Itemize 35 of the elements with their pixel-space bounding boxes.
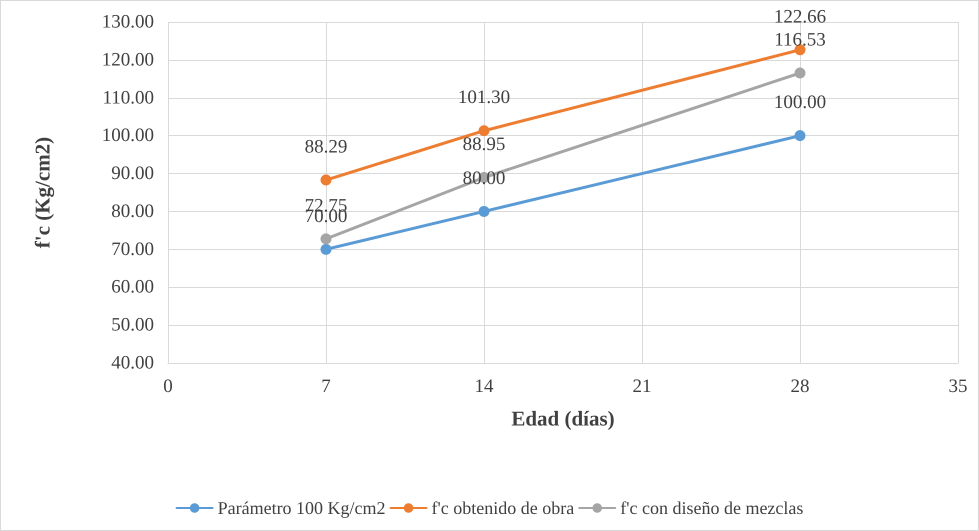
point	[478, 125, 490, 136]
data-label: 100.00	[774, 92, 826, 114]
y-tick-label: 130.00	[102, 12, 154, 32]
y-tick-label: 80.00	[111, 200, 154, 222]
y-tick-label: 90.00	[111, 163, 154, 184]
y-tick-label: 70.00	[111, 238, 154, 260]
y-tick-label: 120.00	[102, 49, 154, 70]
point	[320, 174, 332, 186]
data-label: 88.95	[462, 134, 506, 156]
point	[794, 130, 806, 142]
point	[794, 68, 806, 79]
x-tick-label: 35	[948, 376, 968, 397]
legend-label: f'c con diseño de mezclas	[620, 498, 804, 518]
y-tick-label: 110.00	[102, 87, 154, 108]
point	[320, 233, 332, 244]
y-tick-label: 60.00	[111, 276, 154, 298]
data-label: 88.29	[304, 136, 348, 158]
data-label: 80.00	[462, 168, 506, 189]
y-tick-label: 50.00	[111, 314, 154, 336]
x-tick-label: 21	[632, 376, 652, 397]
data-label: 101.30	[458, 87, 510, 108]
x-tick-label: 14	[474, 376, 494, 397]
y-tick-label: 100.00	[102, 125, 154, 146]
legend-label: f'c obtenido de obra	[432, 498, 574, 518]
y-tick-label: 40.00	[111, 352, 154, 374]
data-label: 116.53	[774, 30, 826, 51]
point	[320, 244, 332, 255]
legend-label: Parámetro 100 Kg/cm2	[218, 498, 386, 518]
x-tick-label: 0	[163, 376, 173, 397]
data-label: 122.66	[774, 6, 826, 28]
x-axis-title: Edad (días)	[511, 406, 615, 430]
x-tick-label: 7	[321, 376, 331, 397]
y-axis-title: f'c (Kg/cm2)	[30, 136, 54, 248]
point	[478, 206, 490, 217]
x-tick-label: 28	[790, 376, 810, 397]
